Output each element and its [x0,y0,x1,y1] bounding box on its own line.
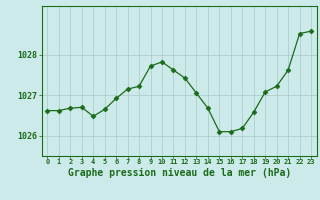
X-axis label: Graphe pression niveau de la mer (hPa): Graphe pression niveau de la mer (hPa) [68,168,291,178]
